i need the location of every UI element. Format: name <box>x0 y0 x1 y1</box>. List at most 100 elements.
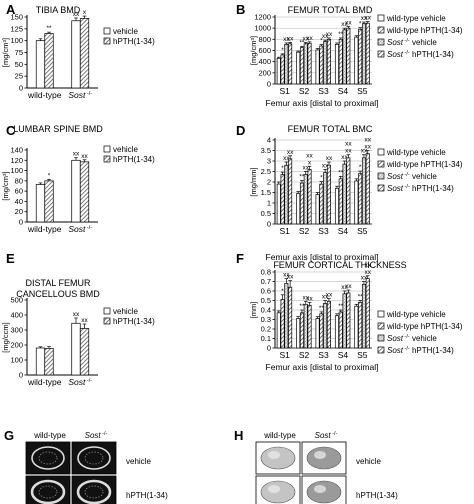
y-tick-label: 1200 <box>254 13 271 22</box>
significance-mark: * <box>320 38 323 45</box>
bar-C <box>35 184 46 223</box>
y-tick-label: 500 <box>10 296 23 305</box>
bar-F <box>276 312 281 349</box>
image-column-label: Sost -/- <box>85 431 108 440</box>
legend-label: Sost -/- hPTH(1-34) <box>387 184 454 193</box>
legend-swatch <box>377 160 385 168</box>
bar-B <box>326 38 331 85</box>
bar-B <box>288 43 293 85</box>
bar-D <box>365 153 370 225</box>
y-axis-label: [mg/cm³] <box>1 171 10 200</box>
legend-swatch <box>377 14 385 22</box>
category-label: wild-type <box>27 90 62 100</box>
significance-mark: xx <box>322 162 329 169</box>
category-label: S5 <box>357 86 368 96</box>
bar-D <box>307 169 312 225</box>
bar-B <box>365 22 370 85</box>
bar-A <box>44 33 54 89</box>
significance-mark: * <box>281 165 284 172</box>
significance-mark: xx <box>361 15 368 22</box>
significance-mark: xx <box>81 317 88 324</box>
significance-mark: xx <box>364 14 371 21</box>
bone-3d-highlight <box>268 485 280 493</box>
category-label: S2 <box>299 86 310 96</box>
y-tick-label: 0.6 <box>261 287 271 296</box>
legend-label: hPTH(1-34) <box>113 37 155 46</box>
legend-label: hPTH(1-34) <box>113 317 155 326</box>
legend-swatch <box>103 37 111 45</box>
panel-label-D: D <box>236 123 245 138</box>
image-column-label: wild-type <box>33 431 66 440</box>
bar-B <box>346 27 351 85</box>
significance-mark: ** <box>299 39 305 46</box>
legend-label: wild-type vehicle <box>386 310 446 319</box>
y-tick-label: 400 <box>10 311 23 320</box>
bar-F <box>296 318 301 349</box>
legend-swatch <box>377 172 385 180</box>
significance-mark: x <box>83 9 87 16</box>
chart-title-line: CANCELLOUS BMD <box>16 289 100 299</box>
x-axis-label: Femur axis [distal to proximal] <box>266 98 379 108</box>
significance-mark: ** <box>299 303 305 310</box>
bar-C <box>79 161 90 223</box>
y-axis-label: [mg/cm³] <box>1 38 10 67</box>
bar-B <box>354 36 359 85</box>
y-tick-label: 3 <box>267 157 271 166</box>
bone-cross-section <box>76 479 112 504</box>
y-tick-label: 140 <box>10 146 23 155</box>
bar-D <box>276 183 281 225</box>
significance-mark: ** <box>299 174 305 181</box>
significance-mark: xx <box>306 295 313 302</box>
significance-mark: xx <box>322 294 329 301</box>
bar-C <box>71 159 81 223</box>
bar-B <box>315 49 320 85</box>
legend-label: wild-type hPTH(1-34) <box>386 160 463 169</box>
y-tick-label: 20 <box>15 207 23 216</box>
bar-F <box>365 278 370 349</box>
bar-D <box>296 193 301 225</box>
legend-swatch <box>377 26 385 34</box>
image-row-label: hPTH(1-34) <box>126 491 168 500</box>
y-tick-label: 200 <box>258 68 271 77</box>
bar-F <box>323 303 328 349</box>
category-label: S1 <box>279 350 290 360</box>
bar-B <box>358 28 363 85</box>
chart-B: B FEMUR TOTAL BMD 0 200 400 600 800 1000 1200 [mg… <box>236 2 463 108</box>
legend-swatch <box>377 334 385 342</box>
bone-3d-highlight <box>268 451 280 459</box>
significance-mark: x <box>308 159 312 166</box>
bone-3d-render <box>306 446 342 470</box>
legend-label: wild-type vehicle <box>386 148 446 157</box>
category-label: Sost -/- <box>68 377 92 387</box>
bar-D <box>319 183 324 225</box>
chart-title: FEMUR TOTAL BMD <box>288 5 373 15</box>
legend-swatch <box>377 38 385 46</box>
y-tick-label: 75 <box>15 48 23 57</box>
bar-F <box>358 302 363 349</box>
y-tick-label: 0 <box>267 220 271 229</box>
y-tick-label: 0.5 <box>261 296 271 305</box>
significance-mark: xx <box>361 148 368 155</box>
y-axis-label: [mg/mm] <box>249 167 258 196</box>
bar-F <box>307 304 312 349</box>
significance-mark: xx <box>364 262 371 269</box>
bar-E <box>71 322 81 376</box>
y-tick-label: 0 <box>267 80 271 89</box>
bone-3d-highlight <box>314 485 326 493</box>
legend-label: vehicle <box>113 27 138 36</box>
chart-title: FEMUR TOTAL BMC <box>288 124 373 134</box>
bar-F <box>342 293 347 349</box>
category-label: S3 <box>318 226 329 236</box>
category-label: Sost -/- <box>68 90 92 100</box>
legend-swatch <box>377 322 385 330</box>
category-label: S5 <box>357 226 368 236</box>
bar-F <box>319 313 324 349</box>
category-label: S3 <box>318 86 329 96</box>
category-label: Sost -/- <box>68 224 92 234</box>
significance-mark: xx <box>283 155 290 162</box>
chart-title: FEMUR CORTICAL THICKNESS <box>273 260 406 270</box>
